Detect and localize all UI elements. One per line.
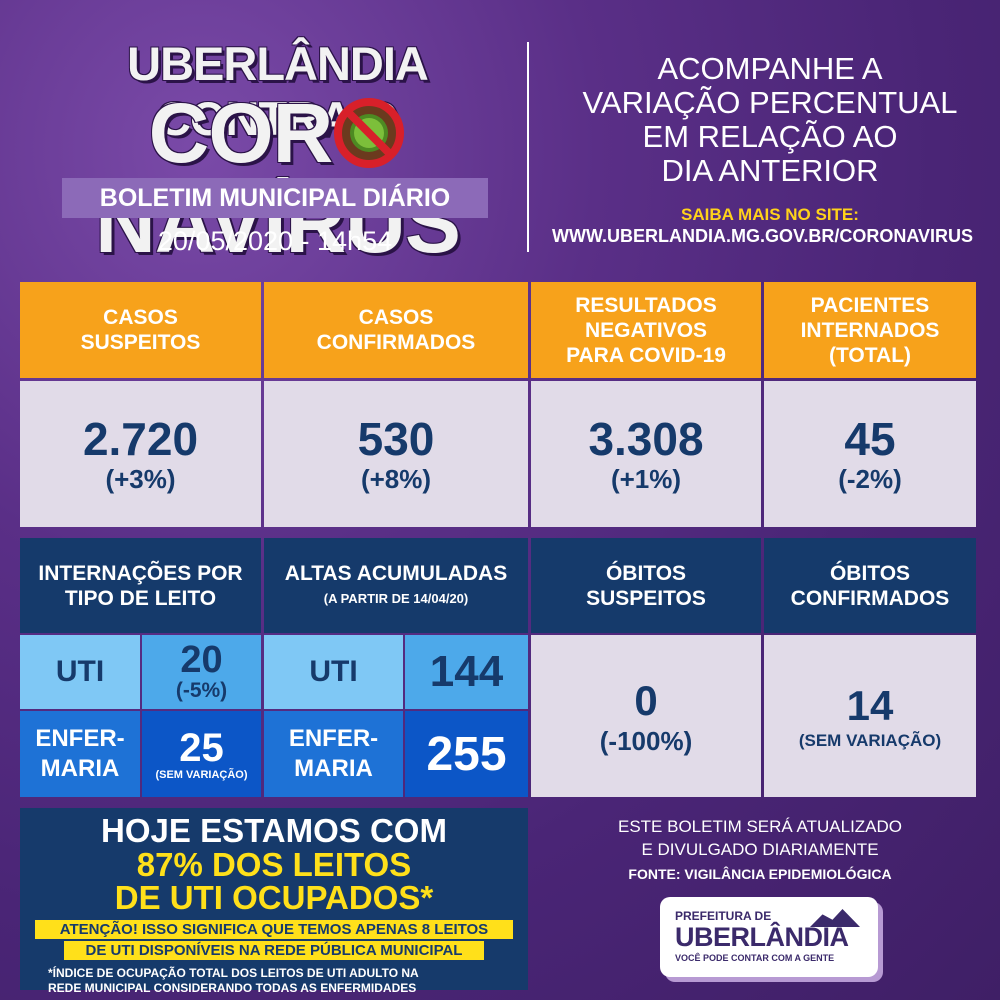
saiba-mais-label: SAIBA MAIS NO SITE: <box>681 205 859 224</box>
label-line: CONFIRMADOS <box>316 331 476 354</box>
label-line: SUSPEITOS <box>80 331 201 354</box>
stat-value: 14 <box>846 682 894 729</box>
row-change: (SEM VARIAÇÃO) <box>155 769 248 781</box>
altas-enf-value-cell: 255 <box>405 711 528 797</box>
label-line: ÓBITOS <box>605 561 687 585</box>
internacoes-enf-label-cell: ENFER- MARIA <box>20 711 140 797</box>
label-line: ALTAS ACUMULADAS <box>284 561 508 585</box>
row-value: 25 <box>179 726 224 770</box>
row-label: UTI <box>309 655 358 688</box>
uti-occupancy-box: HOJE ESTAMOS COM 87% DOS LEITOS DE UTI O… <box>20 808 528 995</box>
right-heading-line: EM RELAÇÃO AO <box>642 119 898 154</box>
title-part-a: COR <box>148 86 334 180</box>
stat-change: (+1%) <box>610 463 682 494</box>
prefeitura-logo: PREFEITURA DE UBERLÂNDIA VOCÊ PODE CONTA… <box>660 897 878 977</box>
footnote-line: REDE MUNICIPAL CONSIDERANDO TODAS AS ENF… <box>48 981 417 995</box>
label-line: RESULTADOS <box>575 293 717 317</box>
header-obitos-suspeitos: ÓBITOS SUSPEITOS <box>531 538 761 633</box>
label-line: CONFIRMADOS <box>790 586 950 610</box>
label-line: (TOTAL) <box>828 343 912 367</box>
row-label: UTI <box>55 655 105 688</box>
logo-line-2: UBERLÂNDIA <box>675 922 849 952</box>
header-pacientes-internados: PACIENTES INTERNADOS (TOTAL) <box>764 282 976 378</box>
stat-change: (SEM VARIAÇÃO) <box>798 731 942 750</box>
row-label-line: MARIA <box>40 755 120 782</box>
stat-value: 45 <box>844 412 896 465</box>
bulletin-date: 20/05/2020 - 14h54 <box>157 226 393 256</box>
update-note-line: E DIVULGADO DIARIAMENTE <box>641 840 879 859</box>
right-heading-line: VARIAÇÃO PERCENTUAL <box>582 85 958 120</box>
warning-line-2: DE UTI DISPONÍVEIS NA REDE PÚBLICA MUNIC… <box>64 941 484 960</box>
stat-resultados-negativos: 3.308 (+1%) <box>531 381 761 527</box>
internacoes-enf-value-cell: 25 (SEM VARIAÇÃO) <box>142 711 261 797</box>
internacoes-uti-label-cell: UTI <box>20 635 140 709</box>
row-label-line: ENFER- <box>35 725 125 752</box>
row-value: 20 <box>180 639 223 681</box>
header-divider <box>527 42 529 252</box>
header-internacoes: INTERNAÇÕES POR TIPO DE LEITO <box>20 538 261 633</box>
website-link[interactable]: WWW.UBERLANDIA.MG.GOV.BR/CORONAVIRUS <box>552 226 973 246</box>
header-altas: ALTAS ACUMULADAS (A PARTIR DE 14/04/20) <box>264 538 528 633</box>
stat-change: (+3%) <box>105 463 176 494</box>
stat-value: 3.308 <box>588 412 704 465</box>
stat-pacientes-internados: 45 (-2%) <box>764 381 976 527</box>
label-subline: (A PARTIR DE 14/04/20) <box>323 590 469 606</box>
row-label-line: ENFER- <box>288 725 379 752</box>
label-line: TIPO DE LEITO <box>64 586 217 610</box>
label-line: CASOS <box>103 306 178 329</box>
label-line: INTERNAÇÕES POR <box>38 561 243 585</box>
altas-uti-label-cell: UTI <box>264 635 403 709</box>
label-line: NEGATIVOS <box>584 318 708 342</box>
stat-value: 0 <box>634 676 658 724</box>
internacoes-uti-value-cell: 20 (-5%) <box>142 635 261 709</box>
occupancy-line-3: DE UTI OCUPADOS* <box>114 879 434 916</box>
label-line: PACIENTES <box>810 293 930 317</box>
header-casos-suspeitos: CASOS SUSPEITOS <box>20 282 261 378</box>
row-change: (-5%) <box>175 679 228 702</box>
occupancy-line-1: HOJE ESTAMOS COM <box>101 812 447 849</box>
stat-value: 2.720 <box>82 412 199 465</box>
row-value: 255 <box>426 727 507 781</box>
row-value: 144 <box>429 647 504 696</box>
row-label-line: MARIA <box>294 755 373 782</box>
logo-line-1: PREFEITURA DE <box>675 909 772 923</box>
label-line: ÓBITOS <box>829 561 911 585</box>
label-line: SUSPEITOS <box>586 586 706 610</box>
stat-change: (+8%) <box>360 463 432 494</box>
stat-obitos-suspeitos: 0 (-100%) <box>531 635 761 797</box>
stat-casos-confirmados: 530 (+8%) <box>264 381 528 527</box>
label-line: INTERNADOS <box>800 318 940 342</box>
row-label: ENFER- MARIA <box>289 724 378 784</box>
stat-value: 530 <box>357 412 435 465</box>
altas-uti-value-cell: 144 <box>405 635 528 709</box>
warning-line-1: ATENÇÃO! ISSO SIGNIFICA QUE TEMOS APENAS… <box>35 920 513 939</box>
update-note-line: ESTE BOLETIM SERÁ ATUALIZADO <box>617 817 903 836</box>
right-heading-line: ACOMPANHE A <box>657 51 883 86</box>
subtitle-bar: BOLETIM MUNICIPAL DIÁRIO <box>62 178 488 218</box>
warning-block: ATENÇÃO! ISSO SIGNIFICA QUE TEMOS APENAS… <box>20 920 528 960</box>
stat-casos-suspeitos: 2.720 (+3%) <box>20 381 261 527</box>
stat-change: (-2%) <box>838 463 902 494</box>
label-line: PARA COVID-19 <box>566 343 726 367</box>
coronavirus-prohibited-icon <box>334 98 405 168</box>
update-note: ESTE BOLETIM SERÁ ATUALIZADO E DIVULGADO… <box>560 815 960 861</box>
logo-line-3: VOCÊ PODE CONTAR COM A GENTE <box>675 953 835 963</box>
footnote-line: *ÍNDICE DE OCUPAÇÃO TOTAL DOS LEITOS DE … <box>48 966 419 980</box>
header-obitos-confirmados: ÓBITOS CONFIRMADOS <box>764 538 976 633</box>
label-line: CASOS <box>358 306 434 329</box>
footnote-block: *ÍNDICE DE OCUPAÇÃO TOTAL DOS LEITOS DE … <box>48 966 528 996</box>
header-resultados-negativos: RESULTADOS NEGATIVOS PARA COVID-19 <box>531 282 761 378</box>
altas-enf-label-cell: ENFER- MARIA <box>264 711 403 797</box>
header-casos-confirmados: CASOS CONFIRMADOS <box>264 282 528 378</box>
stat-change: (-100%) <box>599 725 693 756</box>
right-heading-line: DIA ANTERIOR <box>661 153 879 188</box>
occupancy-line-2: 87% DOS LEITOS <box>136 846 412 883</box>
right-heading: ACOMPANHE A VARIAÇÃO PERCENTUAL EM RELAÇ… <box>560 52 980 188</box>
row-label: ENFER- MARIA <box>35 724 124 784</box>
source-note: FONTE: VIGILÂNCIA EPIDEMIOLÓGICA <box>628 866 892 882</box>
stat-obitos-confirmados: 14 (SEM VARIAÇÃO) <box>764 635 976 797</box>
